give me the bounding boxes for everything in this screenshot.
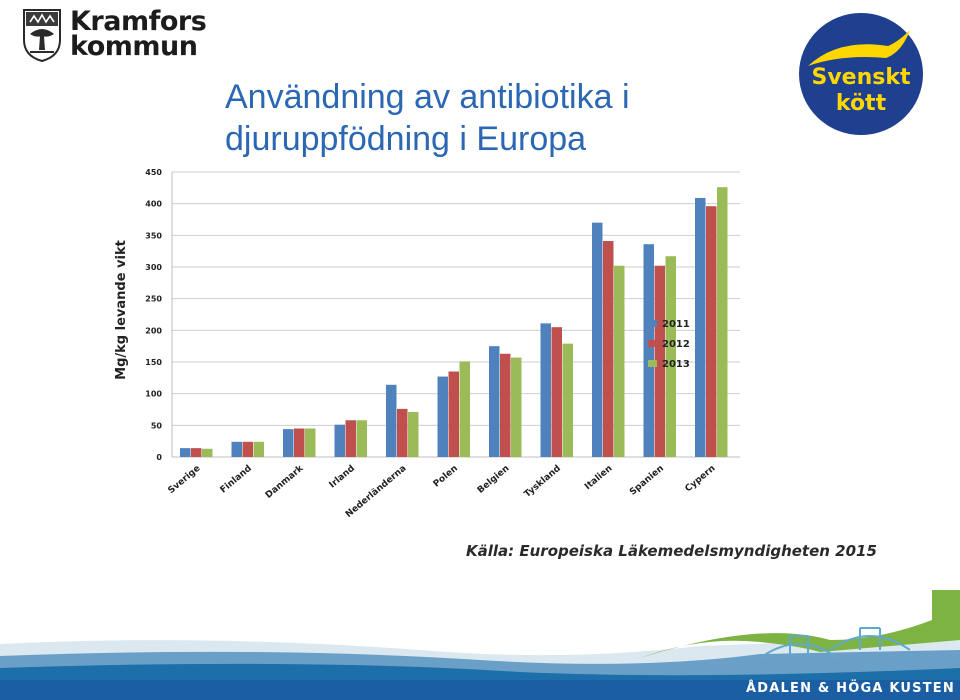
title-line2: djuruppfödning i Europa — [225, 120, 587, 158]
footer-landscape — [0, 590, 960, 700]
bar-2013 — [665, 256, 676, 457]
bar-2013 — [562, 343, 573, 457]
bar-2011 — [437, 376, 448, 457]
bar-2011 — [180, 448, 191, 457]
bar-2012 — [345, 420, 356, 457]
y-tick-label: 300 — [145, 263, 162, 272]
legend-swatch-2013 — [648, 360, 657, 367]
bar-2012 — [397, 408, 408, 457]
org-name-line2: kommun — [70, 31, 198, 62]
logo-text-line1: Svenskt — [811, 65, 910, 90]
bar-2013 — [459, 361, 470, 457]
bar-2013 — [511, 357, 522, 457]
bar-2011 — [592, 222, 603, 457]
y-tick-label: 400 — [145, 200, 162, 209]
y-tick-label: 150 — [145, 358, 162, 367]
legend-label-2012: 2012 — [662, 339, 690, 350]
x-tick-label: Tyskland — [523, 464, 563, 500]
bar-2011 — [489, 346, 500, 457]
bar-2011 — [540, 323, 551, 457]
x-tick-label: Finland — [219, 464, 254, 496]
kramfors-logo: Kramfors kommun — [22, 4, 207, 64]
x-tick-label: Danmark — [264, 463, 306, 501]
y-tick-label: 350 — [145, 231, 162, 240]
bar-2011 — [695, 197, 706, 457]
y-tick-label: 200 — [145, 326, 162, 335]
bar-2011 — [643, 244, 654, 457]
page-title: Användning av antibiotika i djuruppfödni… — [225, 76, 630, 160]
bar-2012 — [191, 448, 202, 457]
legend-label-2011: 2011 — [662, 319, 690, 330]
bar-2011 — [386, 384, 397, 457]
footer-tagline: ÅDALEN & HÖGA KUSTEN — [746, 681, 955, 696]
x-tick-label: Italien — [583, 464, 614, 492]
bar-2012 — [603, 241, 614, 457]
y-tick-label: 100 — [145, 390, 162, 399]
x-tick-label: Sverige — [166, 464, 202, 496]
bar-2013 — [253, 441, 264, 457]
bar-2012 — [242, 441, 253, 457]
bar-2012 — [500, 353, 511, 457]
bar-2013 — [408, 412, 419, 457]
bar-2011 — [231, 441, 242, 457]
bar-2013 — [202, 448, 213, 457]
y-axis-label: Mg/kg levande vikt — [114, 240, 129, 380]
legend-swatch-2011 — [648, 320, 657, 327]
logo-circle-bg — [799, 13, 923, 135]
x-tick-label: Irland — [328, 464, 357, 491]
bar-2012 — [706, 206, 717, 457]
org-name-line1: Kramfors — [70, 6, 207, 37]
logo-swoosh-icon — [808, 30, 910, 66]
y-tick-label: 250 — [145, 295, 162, 304]
legend-swatch-2012 — [648, 340, 657, 347]
bar-2012 — [448, 371, 459, 457]
logo-text-line2: kött — [836, 91, 887, 116]
bar-2012 — [654, 265, 665, 457]
bar-2013 — [356, 420, 367, 457]
svenskt-kott-logo: Svenskt kött — [798, 12, 924, 136]
y-tick-label: 50 — [151, 421, 163, 430]
coat-of-arms-icon — [23, 9, 61, 62]
bar-2011 — [334, 424, 345, 457]
org-name: Kramfors kommun — [70, 6, 207, 62]
bar-2013 — [305, 428, 316, 457]
antibiotics-bar-chart: Mg/kg levande vikt 0 50 100 150 200 250 300 350… — [114, 168, 740, 520]
bar-2013 — [717, 187, 728, 457]
bar-2012 — [551, 327, 562, 457]
bar-2013 — [614, 265, 625, 457]
legend-label-2013: 2013 — [662, 359, 690, 370]
source-note: Källa: Europeiska Läkemedelsmyndigheten … — [466, 542, 877, 560]
x-tick-label: Spanien — [628, 464, 666, 498]
x-tick-label: Polen — [432, 464, 460, 490]
bar-2012 — [294, 428, 305, 457]
title-line1: Användning av antibiotika i — [225, 78, 630, 116]
y-tick-label: 0 — [156, 453, 162, 462]
x-tick-label: Belgien — [476, 464, 512, 496]
x-tick-label: Cypern — [684, 464, 718, 495]
bar-2011 — [283, 429, 294, 457]
y-tick-label: 450 — [145, 168, 162, 177]
